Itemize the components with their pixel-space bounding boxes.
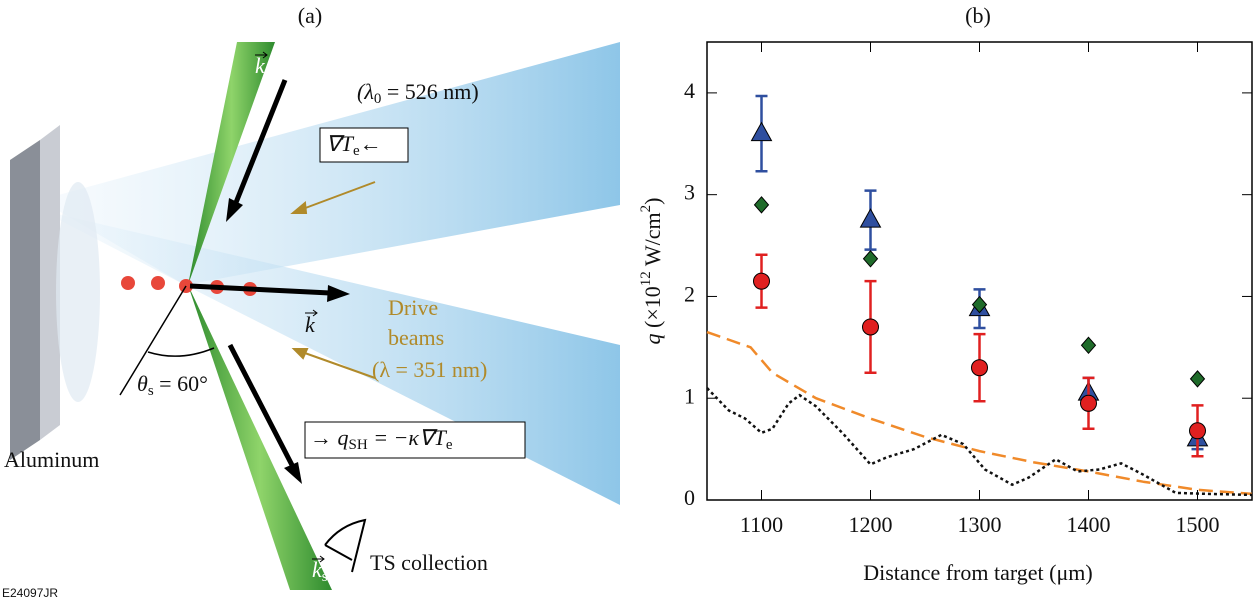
model-line [706, 330, 1253, 496]
t: e [353, 143, 360, 159]
eye-icon [324, 518, 367, 573]
drive-label: Drive [388, 295, 438, 320]
t: k [255, 53, 266, 78]
t: 12 [638, 271, 654, 286]
t: θ [137, 371, 148, 396]
x-tick-label: 1100 [740, 512, 783, 537]
scattered-beam [188, 285, 332, 590]
grad-box [319, 127, 409, 163]
footer: E24097JR [2, 586, 58, 600]
arrows [189, 79, 350, 484]
probe-wavelength: (λ0 = 526 nm) [357, 79, 479, 107]
ks-label: ks [312, 557, 328, 585]
beams-label: beams [388, 325, 444, 350]
data-point [753, 196, 770, 214]
t: = −κ∇T [368, 425, 448, 450]
data-point [859, 208, 882, 228]
aluminum-label: Aluminum [4, 447, 99, 472]
t: k [312, 557, 323, 582]
x-tick-label: 1500 [1176, 512, 1220, 537]
y-tick-label: 4 [684, 78, 695, 103]
target-face [10, 140, 40, 460]
data-point [753, 272, 770, 290]
t: 0 [265, 65, 273, 81]
y-tick-label: 3 [684, 180, 695, 205]
x-tick-label: 1300 [958, 512, 1002, 537]
flux-box [304, 421, 526, 459]
k0-label: k0 [255, 53, 272, 81]
t: s [322, 569, 328, 585]
data-point [1189, 370, 1206, 388]
drive-arrows [290, 181, 376, 379]
data-point [1189, 422, 1206, 440]
plasma [56, 182, 100, 402]
grad-te: ∇Te← [326, 131, 382, 159]
x-axis-label: Distance from target (μm) [863, 560, 1092, 585]
heat-flux: → qSH = −κ∇Te [310, 425, 453, 453]
theta-label: θs = 60° [137, 371, 208, 399]
data-point [971, 295, 988, 314]
plot-frame [706, 41, 1253, 501]
drive-wavelength: (λ = 351 nm) [372, 357, 487, 382]
k-label: k [305, 312, 316, 337]
t: ← [360, 131, 382, 156]
y-tick-label: 0 [684, 485, 695, 510]
data-point [862, 318, 879, 336]
ts-label: TS collection [370, 550, 488, 575]
data-point [862, 250, 879, 268]
vector-accents [255, 51, 325, 563]
panel-label: (a) [298, 3, 322, 28]
t: 0 [374, 91, 382, 107]
t: (λ [357, 79, 374, 104]
y-tick-label: 1 [684, 383, 695, 408]
t: → [310, 425, 338, 450]
t: W/cm [640, 212, 665, 271]
t: 2 [638, 205, 654, 213]
y-tick-label: 2 [684, 281, 695, 306]
angle-mark [119, 285, 215, 396]
drive-beam-upper [40, 42, 620, 285]
y-axis-label: q (×1012 W/cm2) [638, 198, 665, 345]
data-point [1080, 394, 1097, 412]
panel-b-chart: (b) Distance from target (μm) q (×1012 W… [638, 3, 1253, 585]
x-tick-label: 1200 [849, 512, 893, 537]
t: q [640, 333, 665, 344]
t: q [338, 425, 349, 450]
t: = 60° [154, 371, 208, 396]
data-point [971, 359, 988, 377]
t: s [148, 383, 154, 399]
data-point [1080, 336, 1097, 355]
x-tick-label: 1400 [1067, 512, 1111, 537]
t: (×10 [640, 286, 665, 333]
t: e [446, 437, 453, 453]
t: SH [349, 437, 368, 453]
t: = 526 nm) [381, 79, 478, 104]
data-point [750, 121, 773, 142]
t: ∇T [326, 131, 355, 156]
model-line [706, 387, 1253, 497]
t: ) [640, 198, 665, 205]
panel-a-diagram: (a) (λ0 = 526 nm) k0 k ks ∇Te← → qSH = −… [2, 3, 620, 600]
target-side [40, 125, 60, 440]
probe-beam [188, 42, 275, 285]
chart-title: (b) [965, 3, 991, 28]
